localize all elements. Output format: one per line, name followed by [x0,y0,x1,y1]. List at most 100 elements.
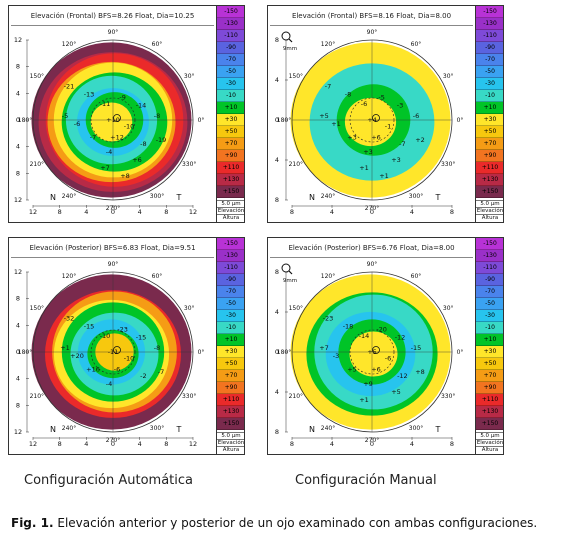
angle-label: 270° [106,205,120,212]
angle-label: 270° [365,437,379,444]
angle-label: 30° [184,73,195,80]
elevation-value: -5 [62,112,68,120]
legend-cell: +50 [476,358,503,370]
magnifier-handle-icon [288,38,293,43]
legend-cell: -10 [476,322,503,334]
legend-cell: -150 [476,6,503,18]
angle-label: 210° [289,161,303,168]
x-tick-label: 8 [290,440,294,448]
y-tick-label: 0 [275,348,279,356]
y-tick-label: 12 [14,268,22,276]
angle-label: 210° [289,393,303,400]
angle-label: 150° [289,73,303,80]
elevation-value: -9 [119,94,125,102]
y-tick-label: 8 [275,196,279,204]
elevation-value: +5 [347,366,357,374]
x-tick-label: 4 [410,440,414,448]
legend-cell: +70 [217,138,244,150]
angle-label: 210° [30,393,44,400]
elevation-value: -1 [385,122,391,130]
elevation-value: -6 [114,366,120,374]
elevation-value: -19 [156,136,167,144]
x-tick-label: 8 [58,208,62,216]
legend-cell: -90 [476,42,503,54]
elevation-value: +5 [367,348,377,356]
x-tick-label: 0 [111,440,115,448]
angle-label: 210° [30,161,44,168]
elevation-value: +4 [367,116,377,124]
magnifier-icon [281,31,291,41]
elevation-value: +1 [331,120,341,128]
legend-cell: +70 [217,370,244,382]
x-tick-label: 8 [450,208,454,216]
angle-label: 90° [108,261,119,268]
legend-cell: +150 [476,418,503,430]
elevation-value: -8 [154,112,160,120]
legend-cell: -30 [217,78,244,90]
pupil-circle [349,329,395,375]
title-divider [11,257,214,258]
angle-label: 330° [182,161,196,168]
zoom-label: 9mm [283,46,297,52]
elevation-value: +3 [347,134,357,142]
legend-cell: -70 [217,286,244,298]
elevation-value: +3 [391,156,401,164]
y-tick-label: 0 [275,116,279,124]
elevation-value: -8 [140,140,146,148]
legend-cell: -30 [217,310,244,322]
pupil-circle [90,329,136,375]
legend-cell: +110 [476,162,503,174]
elevation-value: +8 [120,172,130,180]
y-tick-label: 4 [16,89,20,97]
y-tick-label: 8 [16,295,20,303]
legend-cell: +70 [476,370,503,382]
legend-cell: +50 [217,358,244,370]
figure-caption: Fig. 1. Elevación anterior y posterior d… [11,516,537,530]
elevation-value: +1 [359,396,369,404]
elevation-value: +7 [100,164,110,172]
elevation-value: +3 [363,148,373,156]
elevation-value: -18 [343,322,354,330]
legend-unit: 5.0 μm [217,432,244,440]
elevation-value: -15 [411,344,422,352]
angle-label: 300° [150,193,164,200]
angle-label: 120° [62,273,76,280]
elevation-value: -15 [84,322,95,330]
legend-cell: +30 [217,346,244,358]
elevation-value: -20 [376,326,387,334]
legend-cell: -150 [217,6,244,18]
x-tick-label: 0 [111,208,115,216]
legend-cell: -90 [217,42,244,54]
legend-mode: Altura [476,446,503,454]
x-tick-label: 12 [189,208,197,216]
angle-label: 330° [441,161,455,168]
legend-cell: +130 [476,174,503,186]
elevation-map: 90° 120° 60° 150° 30° 180° 0° 210° 330° 240° 300° 2… [14,29,205,216]
elevation-value: -7 [399,140,405,148]
elevation-value: -6 [413,112,419,120]
legend-cell: +10 [217,102,244,114]
elevation-value: -6 [385,354,391,362]
angle-label: 0° [198,117,205,124]
x-tick-label: 8 [164,208,168,216]
elevation-value: -13 [84,90,95,98]
elevation-value: +6 [371,366,381,374]
x-tick-label: 4 [138,208,142,216]
legend-mode: Altura [217,214,244,222]
elevation-value: +2 [415,136,425,144]
legend-cell: -70 [476,54,503,66]
legend-cell: -90 [217,274,244,286]
legend-cell: -10 [217,90,244,102]
elevation-value: -5 [378,94,384,102]
angle-label: 30° [443,305,454,312]
legend-cell: -30 [476,78,503,90]
angle-label: 0° [198,349,205,356]
angle-label: 180° [18,349,32,356]
legend-cell: -130 [217,250,244,262]
x-tick-label: 12 [29,440,37,448]
elevation-value: +10 [106,116,120,124]
panel-posterior-automatic: Elevación (Posterior) BFS=6.83 Float, Di… [8,237,245,455]
elevation-value: +5 [319,112,329,120]
x-tick-label: 8 [290,208,294,216]
color-scale-legend: -150 -130 -110 -90 -70 -50 -30 -10 +10 +30 +50 +70 +… [216,238,244,454]
